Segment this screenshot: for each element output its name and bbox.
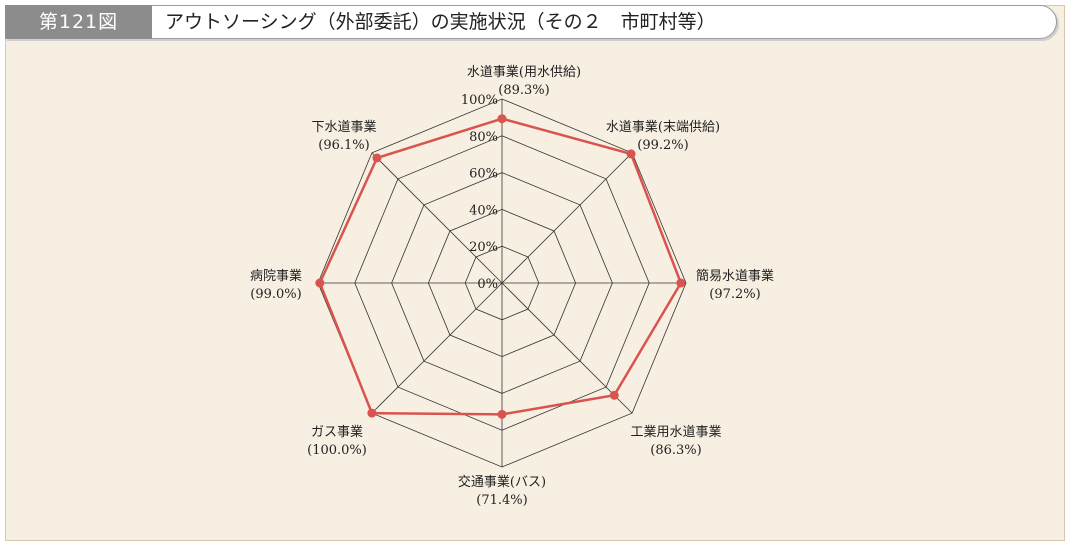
tick-label: 100% xyxy=(461,93,498,108)
figure-title: アウトソーシング（外部委託）の実施状況（その２ 市町村等） xyxy=(165,11,716,33)
value-label: (100.0%) xyxy=(307,443,367,458)
category-label: 水道事業(末端供給) xyxy=(606,119,720,135)
value-label: (99.2%) xyxy=(637,138,688,153)
grid-spoke xyxy=(501,152,633,284)
value-label: (71.4%) xyxy=(476,493,527,508)
radar-grid xyxy=(317,98,687,468)
category-label: 病院事業 xyxy=(250,268,302,284)
value-label: (96.1%) xyxy=(318,138,369,153)
data-point xyxy=(372,153,382,163)
value-label: (97.2%) xyxy=(709,287,760,302)
data-point xyxy=(626,149,636,159)
data-point xyxy=(609,390,619,400)
tick-label: 20% xyxy=(469,240,498,255)
value-label: (99.0%) xyxy=(250,287,301,302)
category-label: 水道事業(用水供給) xyxy=(467,64,581,80)
radar-ticks: 0% 20% 40% 60% 80% 100% xyxy=(461,93,498,292)
category-label: ガス事業 xyxy=(311,424,363,440)
category-label: 簡易水道事業 xyxy=(696,268,774,284)
value-label: (86.3%) xyxy=(650,443,701,458)
grid-spoke xyxy=(501,282,633,414)
radar-series xyxy=(315,114,686,419)
data-point xyxy=(367,408,377,418)
category-label: 下水道事業 xyxy=(311,119,376,135)
tick-label: 40% xyxy=(469,203,498,218)
value-label: (89.3%) xyxy=(498,83,549,98)
category-label: 工業用水道事業 xyxy=(630,424,721,440)
data-point xyxy=(315,278,325,288)
tick-label: 80% xyxy=(469,130,498,145)
tick-label: 0% xyxy=(477,277,498,292)
grid-spoke xyxy=(371,152,503,284)
figure-number-badge: 第121図 xyxy=(5,5,152,39)
grid-spoke xyxy=(371,282,503,414)
header-bar xyxy=(5,5,1057,39)
series-line xyxy=(318,117,683,416)
category-label: 交通事業(バス) xyxy=(458,474,546,490)
data-point xyxy=(497,114,507,124)
radar-category-labels: 水道事業(用水供給) (89.3%) 水道事業(末端供給) (99.2%) 簡易水道事業… xyxy=(250,64,774,508)
data-point xyxy=(676,278,686,288)
tick-label: 60% xyxy=(469,167,498,182)
data-point xyxy=(497,409,507,419)
